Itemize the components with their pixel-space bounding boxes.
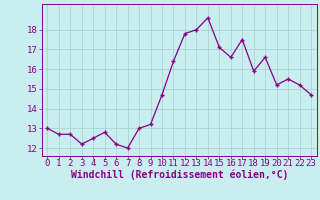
X-axis label: Windchill (Refroidissement éolien,°C): Windchill (Refroidissement éolien,°C) — [70, 169, 288, 180]
